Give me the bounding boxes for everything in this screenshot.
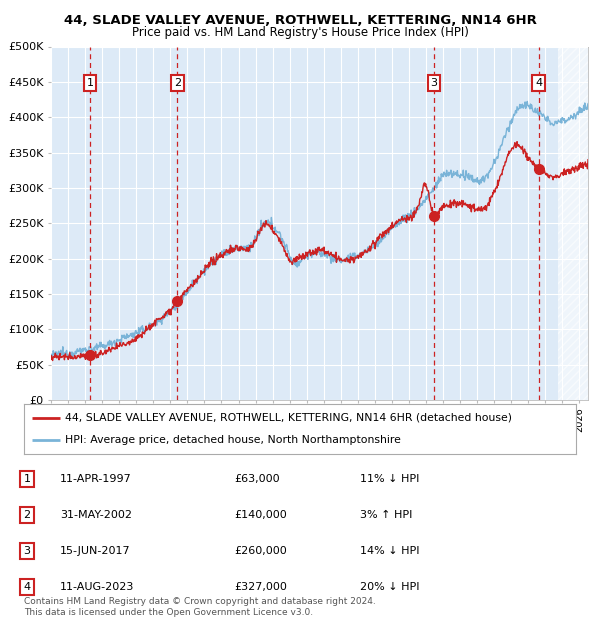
Text: 2: 2 [23, 510, 31, 520]
Text: £140,000: £140,000 [234, 510, 287, 520]
Text: 4: 4 [23, 582, 31, 592]
Text: 44, SLADE VALLEY AVENUE, ROTHWELL, KETTERING, NN14 6HR (detached house): 44, SLADE VALLEY AVENUE, ROTHWELL, KETTE… [65, 413, 512, 423]
Text: 1: 1 [86, 78, 94, 88]
Text: 1: 1 [23, 474, 31, 484]
Text: 14% ↓ HPI: 14% ↓ HPI [360, 546, 419, 556]
Text: £327,000: £327,000 [234, 582, 287, 592]
Text: 3% ↑ HPI: 3% ↑ HPI [360, 510, 412, 520]
Text: 3: 3 [23, 546, 31, 556]
Text: 11% ↓ HPI: 11% ↓ HPI [360, 474, 419, 484]
Text: 31-MAY-2002: 31-MAY-2002 [60, 510, 132, 520]
Text: £63,000: £63,000 [234, 474, 280, 484]
Text: 44, SLADE VALLEY AVENUE, ROTHWELL, KETTERING, NN14 6HR: 44, SLADE VALLEY AVENUE, ROTHWELL, KETTE… [64, 14, 536, 27]
Text: 3: 3 [430, 78, 437, 88]
Text: HPI: Average price, detached house, North Northamptonshire: HPI: Average price, detached house, Nort… [65, 435, 401, 445]
Text: Contains HM Land Registry data © Crown copyright and database right 2024.
This d: Contains HM Land Registry data © Crown c… [24, 598, 376, 617]
Bar [558, 46, 596, 400]
Text: 4: 4 [535, 78, 542, 88]
Text: 15-JUN-2017: 15-JUN-2017 [60, 546, 131, 556]
Text: Price paid vs. HM Land Registry's House Price Index (HPI): Price paid vs. HM Land Registry's House … [131, 26, 469, 39]
Text: 2: 2 [174, 78, 181, 88]
Text: 20% ↓ HPI: 20% ↓ HPI [360, 582, 419, 592]
Text: 11-APR-1997: 11-APR-1997 [60, 474, 132, 484]
Text: £260,000: £260,000 [234, 546, 287, 556]
Text: 11-AUG-2023: 11-AUG-2023 [60, 582, 134, 592]
